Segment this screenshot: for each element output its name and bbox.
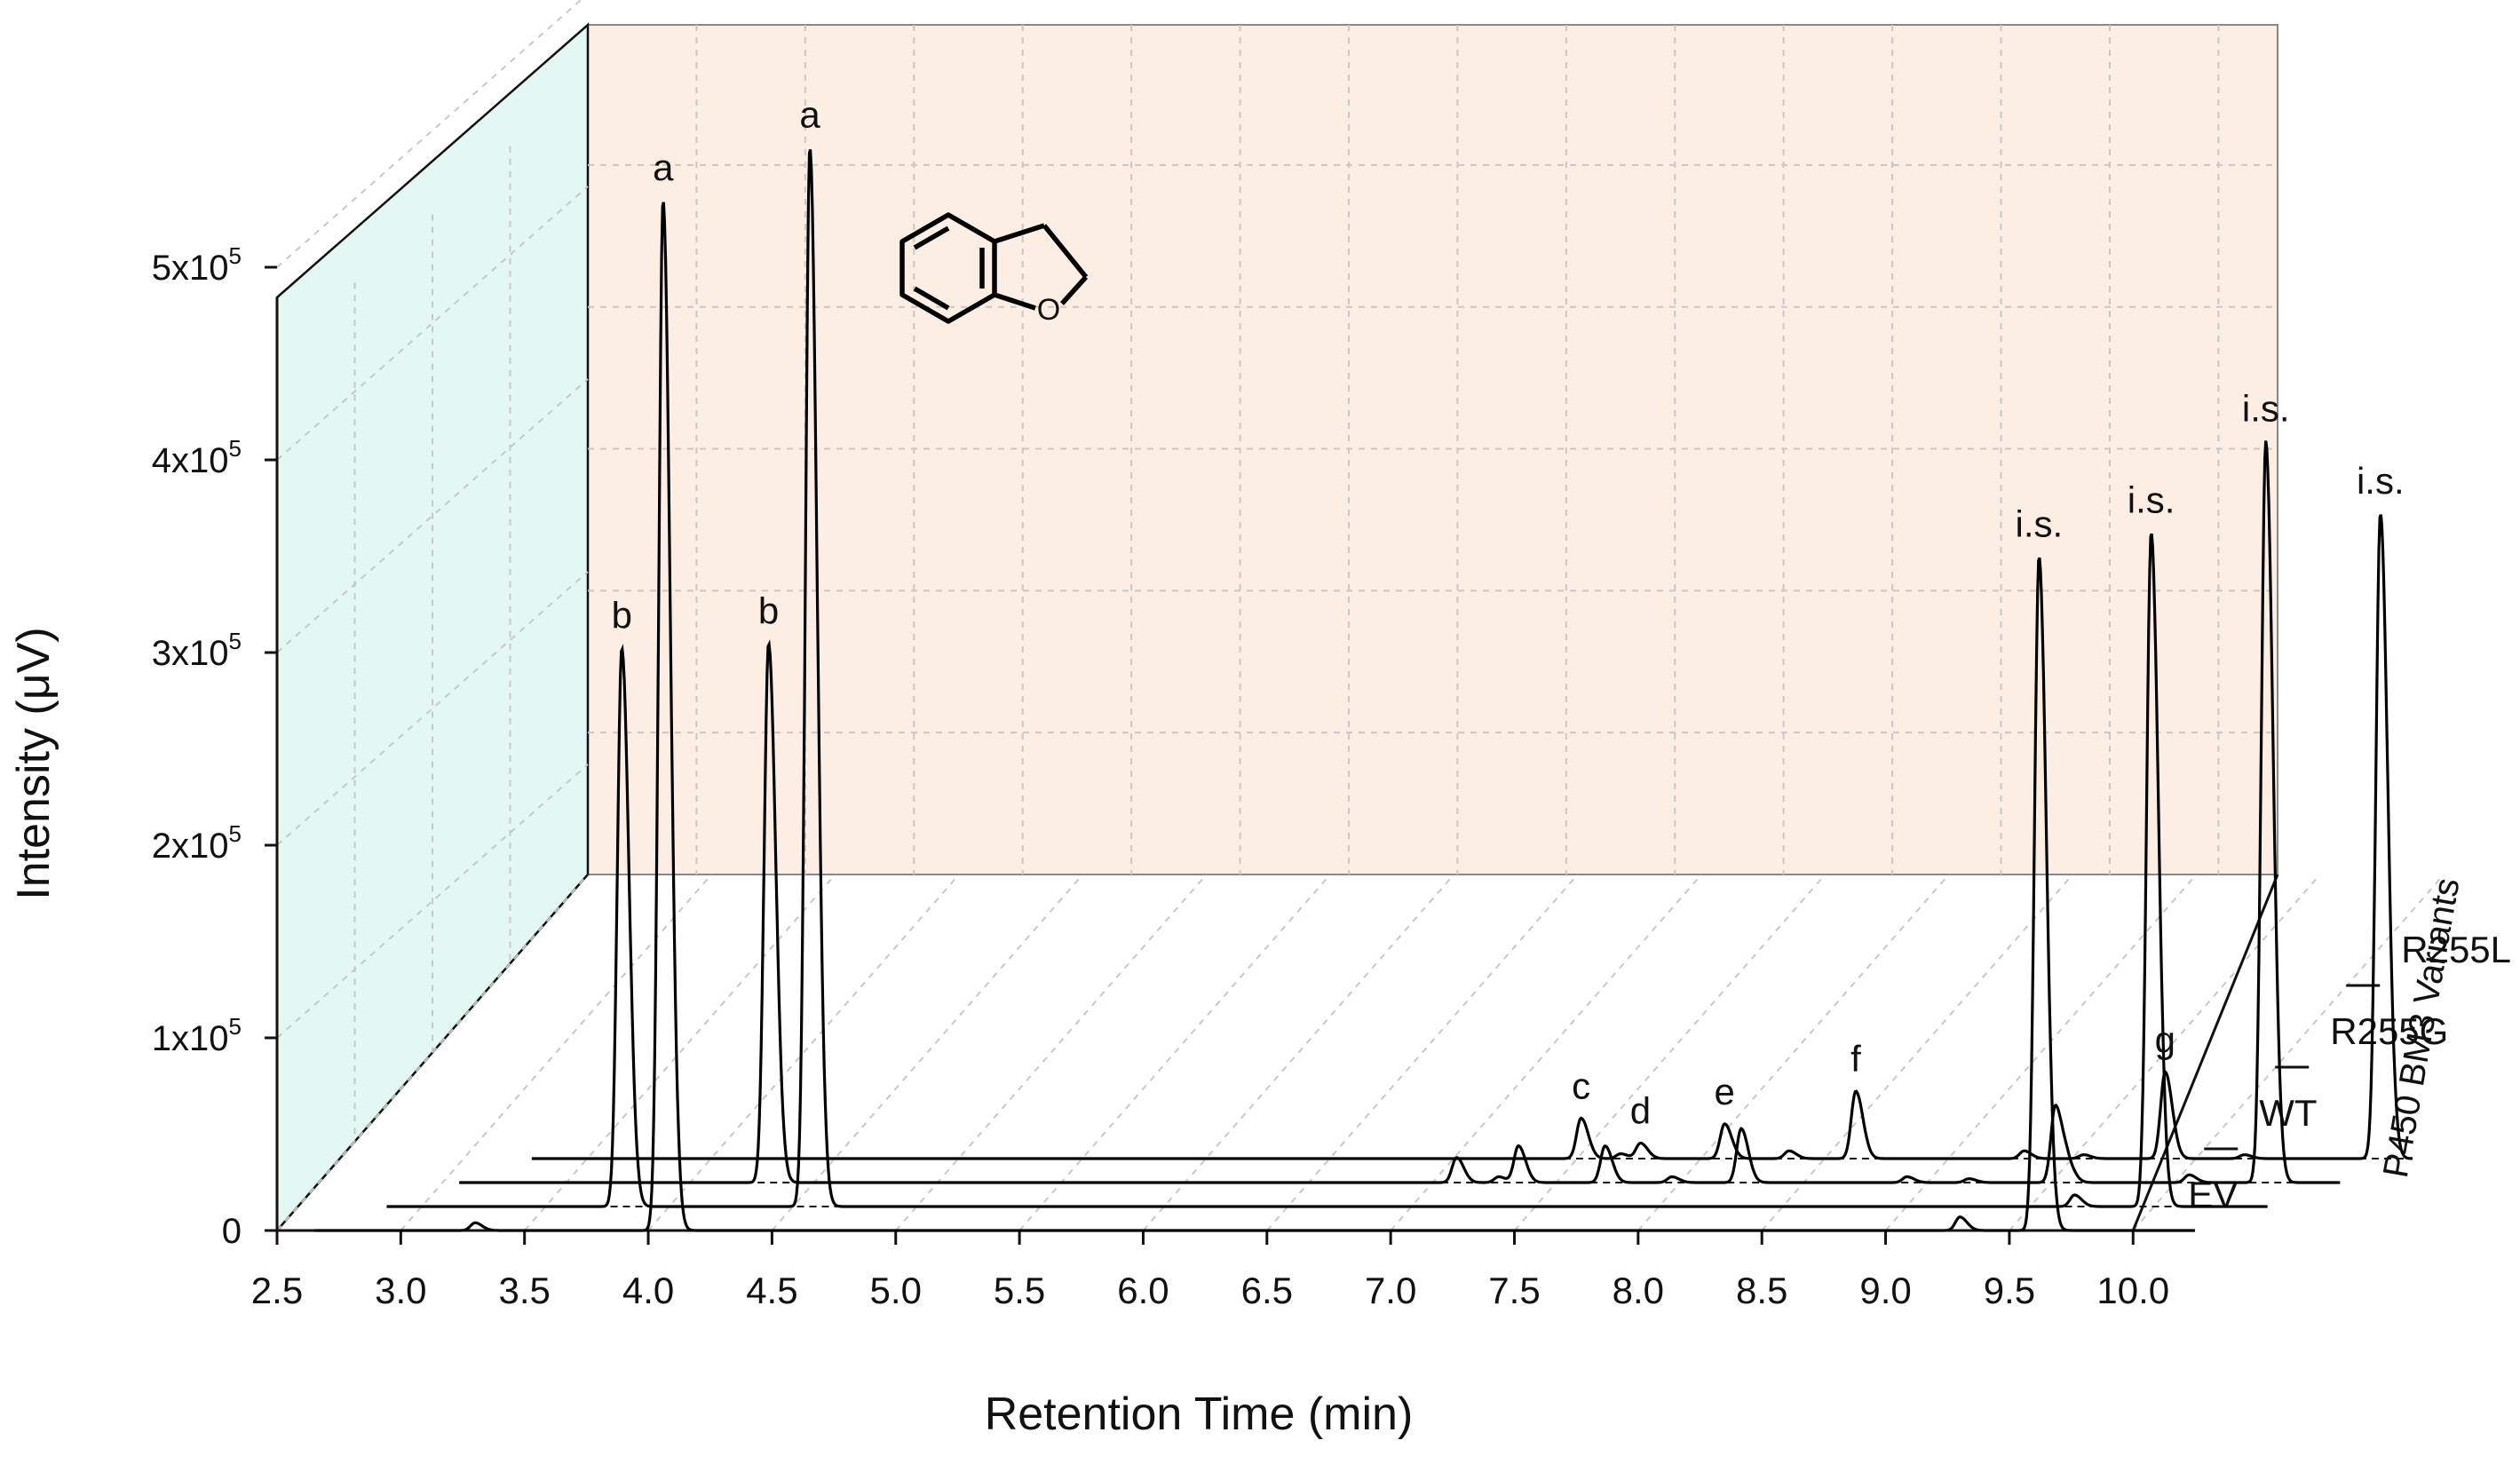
y-tick-mantissa: 5x10 [152,249,229,288]
dihydrobenzofuran-structure: O [899,212,1089,327]
x-tick-label: 2.5 [251,1270,303,1311]
y-tick-exponent: 5 [229,820,242,847]
ring-double-bond [913,226,950,250]
y-tick-mantissa: 1x10 [152,1019,229,1058]
x-tick-label: 9.0 [1859,1270,1911,1311]
x-tick-label: 6.0 [1117,1270,1169,1311]
series-label: R255G [2330,1010,2448,1052]
floor-grid [1637,874,1950,1231]
x-tick-label: 5.0 [870,1270,922,1311]
y-tick-label: 5x105 [152,242,242,288]
y-tick-label: 0 [222,1212,242,1251]
peak-label: i.s. [2016,503,2064,545]
series-label: WT [2259,1092,2317,1134]
series-line [313,202,2195,1232]
y-tick-label: 1x105 [152,1013,242,1058]
depth-axis-line [2131,874,2279,1231]
floor-grid [1142,874,1455,1231]
y-tick-mantissa: 2x10 [152,827,229,866]
x-tick-label: 4.0 [622,1270,674,1311]
chart-walls [275,22,2278,1234]
floor-grid [1390,874,1702,1231]
x-tick-label: 10.0 [2096,1270,2169,1311]
furan-bond [994,223,1045,244]
peak-label: b [612,595,632,637]
floor-grid [647,874,960,1231]
peak-label: i.s. [2128,479,2175,521]
series-line [386,149,2268,1208]
x-tick-label: 8.0 [1613,1270,1664,1311]
peak-label: f [1850,1038,1861,1080]
y-axis-title: Intensity (μV) [8,627,59,899]
floor-grid [276,874,589,1231]
peak-label: i.s. [2242,388,2290,430]
x-axis-title: Retention Time (min) [985,1389,1414,1440]
y-tick-label: 4x105 [152,435,242,480]
peak-label: c [1572,1064,1590,1106]
furan-bond [1059,275,1089,305]
x-tick-label: 6.5 [1241,1270,1293,1311]
peak-label: i.s. [2357,460,2405,502]
y-tick-label: 2x105 [152,820,242,866]
y-tick-mantissa: 4x10 [152,441,229,480]
peak-label: b [758,590,779,631]
peak-label: g [2155,1018,2175,1060]
ring-double-bond [913,286,950,311]
x-tick-label: 7.0 [1365,1270,1416,1311]
y-tick-mantissa: 3x10 [152,634,229,673]
y-tick-exponent: 5 [229,628,242,654]
x-tick-label: 7.5 [1488,1270,1540,1311]
y-tick-exponent: 5 [229,435,242,462]
floor-grid [400,874,713,1231]
x-tick-label: 4.5 [746,1270,797,1311]
floor-grid [1761,874,2073,1231]
y-tick-label: 3x105 [152,628,242,673]
floor-grid [1513,874,1827,1231]
x-tick-label: 9.5 [1984,1270,2035,1311]
x-tick-label: 3.5 [499,1270,551,1311]
peak-label: a [653,146,674,188]
peak-label: d [1630,1090,1651,1132]
series-label: EV [2188,1174,2238,1215]
series-line [459,440,2341,1184]
floor-grid [1884,874,2198,1231]
floor-grid [894,874,1208,1231]
floor-grid [1266,874,1579,1231]
floor-grid [1018,874,1331,1231]
oxygen-atom-label: O [1037,293,1060,327]
x-tick-label: 3.0 [375,1270,426,1311]
peak-label: e [1715,1071,1735,1112]
floor-grid [523,874,836,1231]
floor-grid [2132,874,2445,1231]
chart-labels: a i.s. b a i.s. b i.s. cd e f g i.s. [612,94,2405,1132]
furan-bond [1042,224,1089,279]
y-tick-exponent: 5 [229,1013,242,1040]
chart-series [313,149,2413,1232]
x-tick-label: 8.5 [1736,1270,1787,1311]
peak-label: a [799,94,820,136]
chart-grid [276,0,2445,1231]
furan-bond [994,292,1036,311]
x-tick-label: 5.5 [994,1270,1045,1311]
y-tick-exponent: 5 [229,242,242,269]
floor-grid [771,874,1084,1231]
series-label: R255L [2401,929,2511,970]
benzene-ring [899,212,997,324]
series-line [531,514,2413,1160]
